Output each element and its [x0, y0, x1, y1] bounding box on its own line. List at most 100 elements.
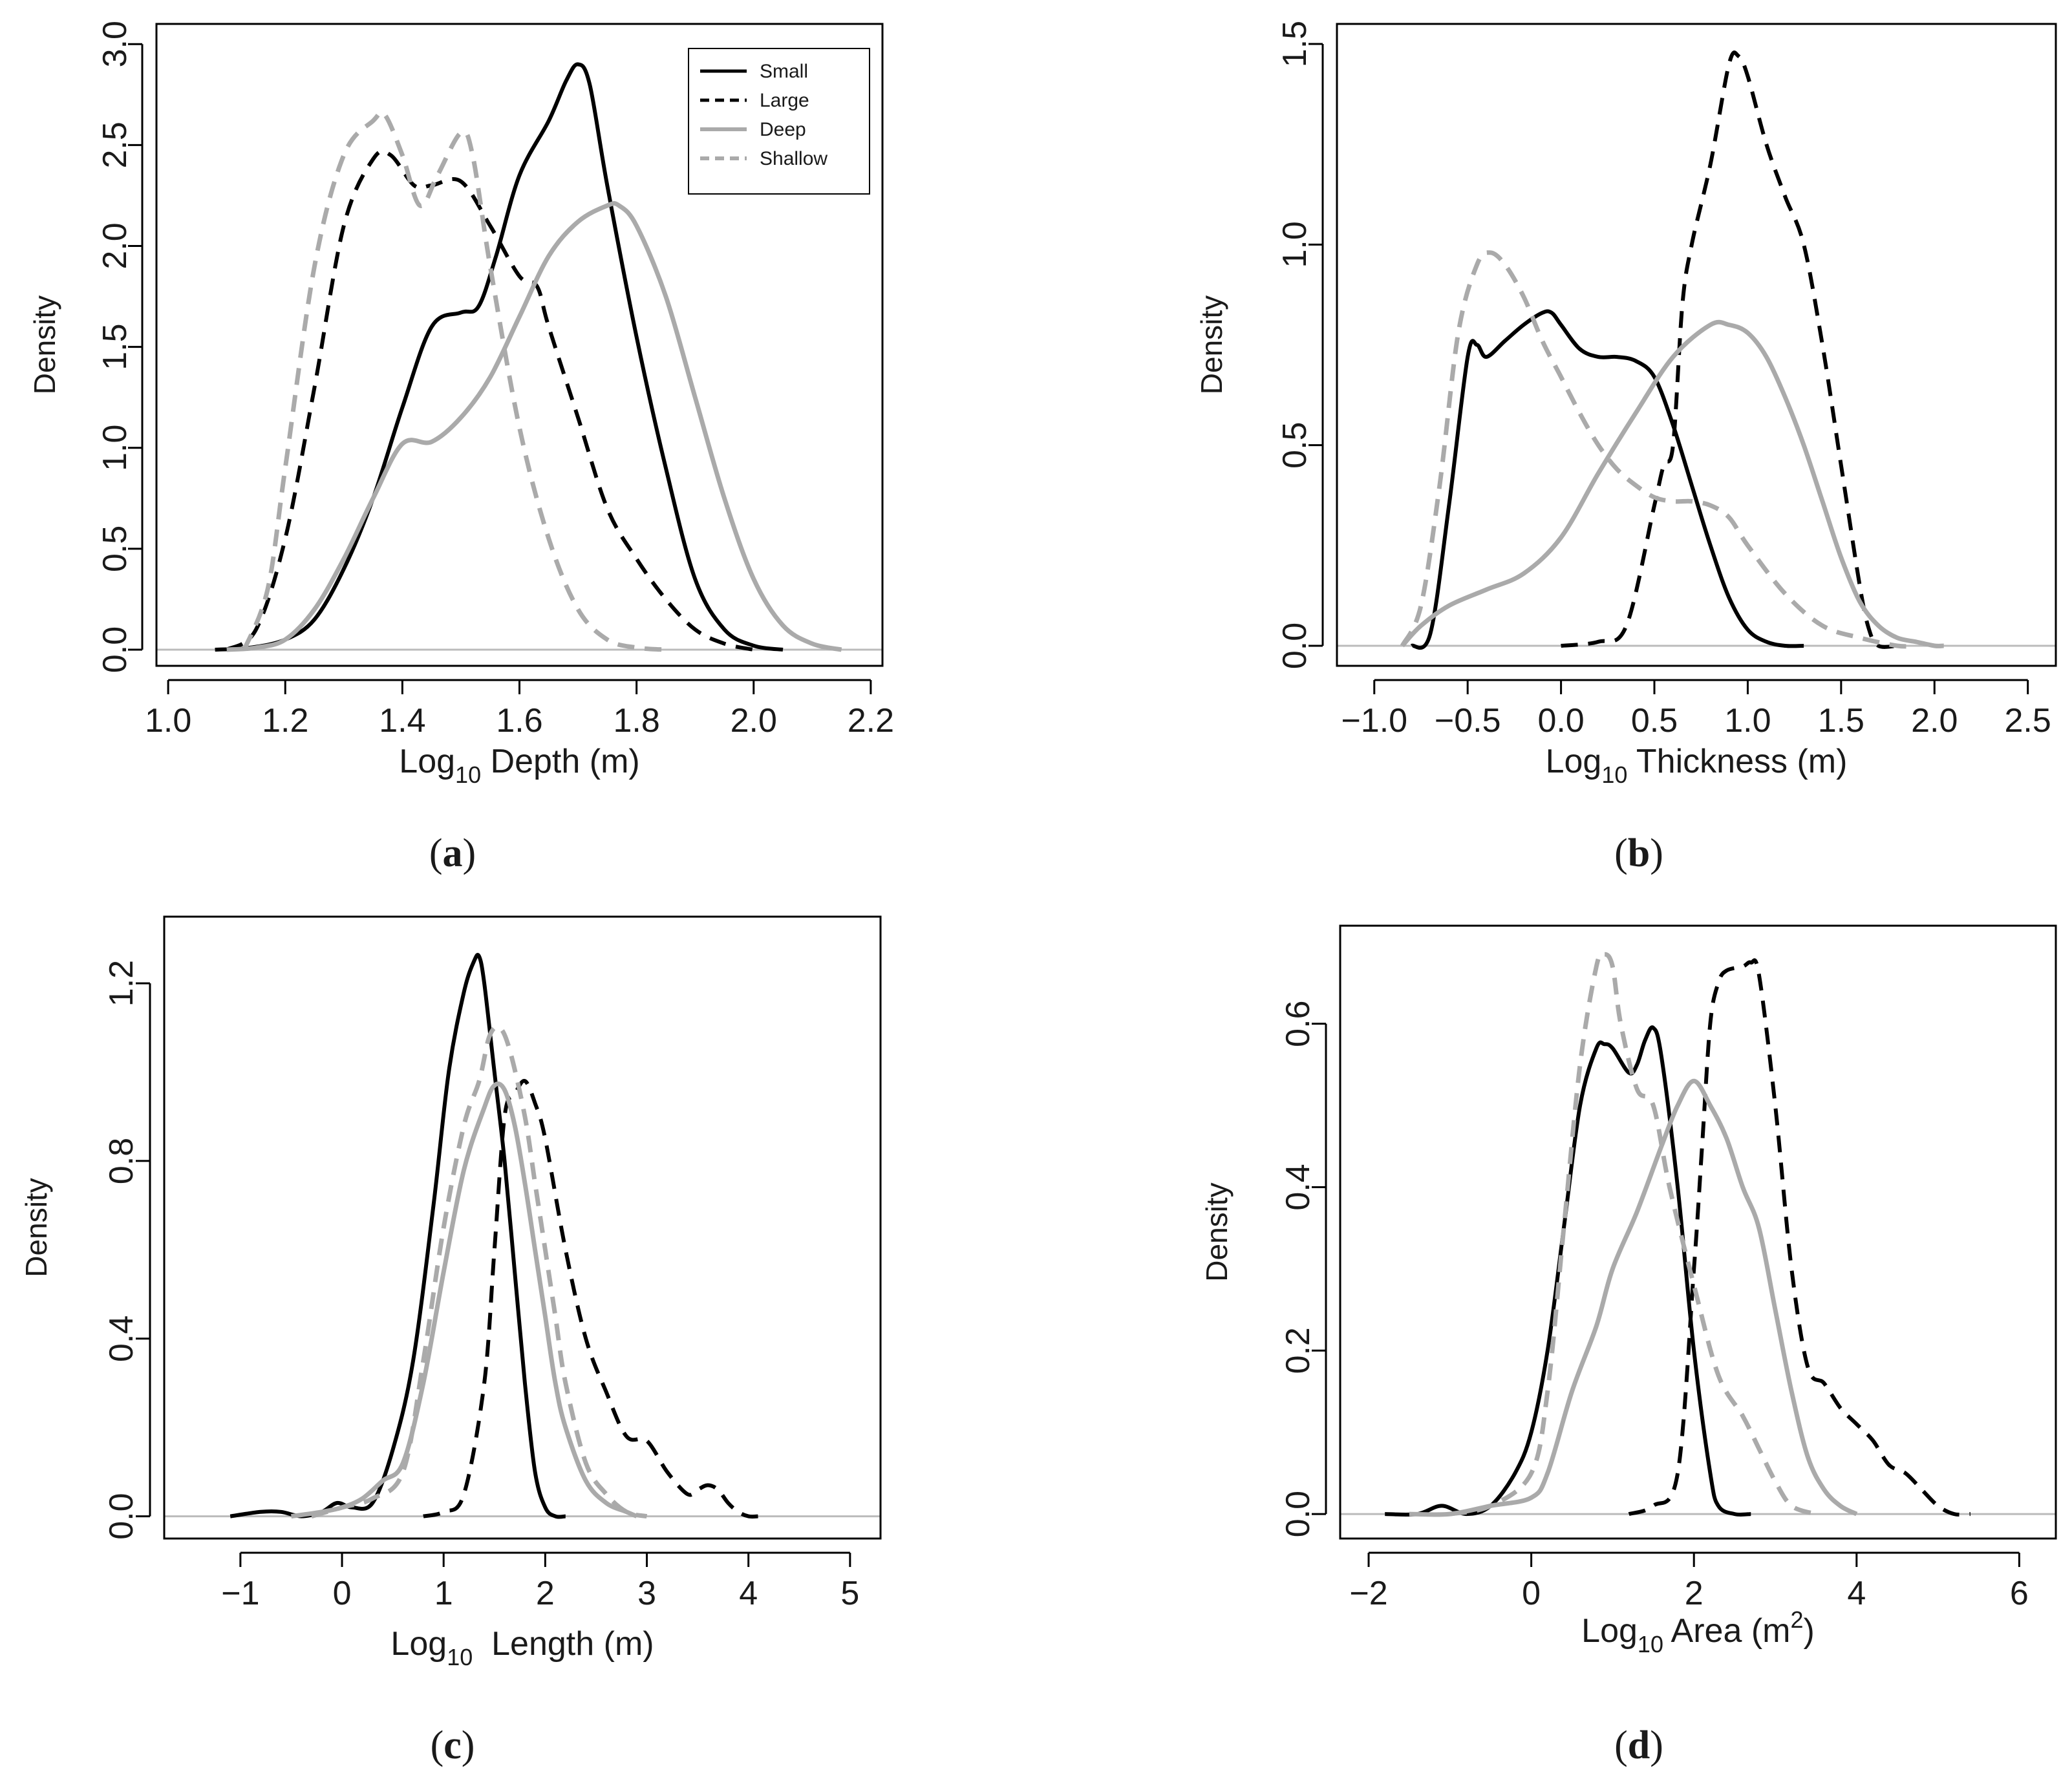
y-tick-label: 0.8: [103, 1138, 140, 1184]
series-line-shallow: [242, 110, 667, 652]
x-tick-label: 2.2: [848, 702, 894, 740]
x-tick-label: 1.6: [496, 702, 542, 740]
x-tick-label: 1.8: [613, 702, 659, 740]
y-tick-label: 1.5: [1276, 21, 1314, 67]
series-line-shallow: [1400, 250, 1916, 649]
x-axis-label-superscript: 2: [1790, 1606, 1803, 1633]
x-axis-label-subscript: 10: [455, 762, 481, 788]
x-axis-label-text: Area (m: [1663, 1612, 1791, 1650]
series-line-large: [423, 1079, 759, 1519]
y-tick-label: 0.4: [1279, 1164, 1317, 1210]
legend: Small Large Deep Shallow: [688, 48, 870, 195]
y-tick-label: 0.2: [1279, 1327, 1317, 1374]
panel-label-letter: d: [1628, 1723, 1650, 1767]
y-tick-label: 0.0: [1279, 1491, 1317, 1537]
x-axis-label-prefix: Log: [1581, 1612, 1638, 1650]
x-axis-label-subscript: 10: [1638, 1631, 1663, 1657]
legend-label-shallow: Shallow: [760, 148, 828, 169]
plot-frame: [155, 23, 884, 667]
x-tick-label: 1.4: [379, 702, 425, 740]
legend-label-large: Large: [760, 90, 809, 111]
series-line-large: [225, 149, 754, 652]
panel-label-d: (d): [1614, 1723, 1663, 1767]
x-axis-label-end: ): [1804, 1612, 1815, 1650]
x-tick-label: 2: [536, 1575, 555, 1612]
x-tick-label: 0.5: [1631, 702, 1678, 740]
series-line-large: [1561, 50, 1897, 649]
x-tick-label: 2.5: [2005, 702, 2051, 740]
x-axis-label-prefix: Log: [399, 743, 455, 780]
x-tick-label: 4: [1847, 1575, 1866, 1612]
series-line-large: [1628, 958, 1971, 1517]
x-tick-label: −1.0: [1341, 702, 1407, 740]
series-line-small: [1410, 309, 1804, 650]
x-tick-label: 0: [333, 1575, 352, 1612]
x-axis-label-prefix: Log: [390, 1625, 447, 1663]
y-axis-label: Density: [28, 295, 61, 394]
x-tick-label: −1: [221, 1575, 259, 1612]
series-line-deep: [291, 1081, 638, 1519]
x-tick-label: −2: [1349, 1575, 1387, 1612]
x-tick-label: 1.5: [1818, 702, 1864, 740]
x-axis-label-text: Length (m): [473, 1625, 654, 1663]
y-tick-label: 1.2: [103, 960, 140, 1007]
y-axis-label: Density: [19, 1178, 53, 1277]
y-tick-label: 3.0: [96, 21, 134, 67]
chart-panel-c: −1 0 1 2 3 4 5 0.0 0.4 0.8 1.2 Density Log10 Length …: [19, 915, 882, 1767]
panel-label-close: ): [1650, 831, 1663, 875]
series-line-deep: [226, 201, 842, 652]
panel-label-open: (: [431, 1723, 444, 1767]
y-tick-label: 0.5: [96, 526, 134, 572]
y-tick-label: 1.5: [96, 323, 134, 370]
x-tick-label: 1.0: [145, 702, 191, 740]
x-axis-label-subscript: 10: [447, 1644, 473, 1670]
y-tick-label: 0.0: [1276, 623, 1314, 669]
x-axis-label: Log10 Area (m2): [1581, 1606, 1815, 1657]
y-tick-label: 0.4: [103, 1316, 140, 1362]
series-line-shallow: [310, 1025, 648, 1519]
panel-label-close: ): [463, 831, 476, 875]
y-tick-label: 2.0: [96, 222, 134, 269]
series-line-deep: [1409, 1078, 1858, 1517]
panel-label-open: (: [1614, 1723, 1628, 1767]
series-line-small: [230, 953, 566, 1519]
x-tick-label: 1.0: [1724, 702, 1771, 740]
panel-label-c: (c): [431, 1723, 475, 1767]
x-tick-label: 6: [2010, 1575, 2029, 1612]
panel-label-open: (: [429, 831, 443, 875]
y-axis-label: Density: [1195, 295, 1228, 394]
x-tick-label: 2.0: [731, 702, 777, 740]
x-tick-label: 0.0: [1537, 702, 1584, 740]
panel-label-a: (a): [429, 831, 476, 875]
x-axis-label-text: Depth (m): [481, 743, 640, 780]
panel-label-close: ): [1650, 1723, 1663, 1767]
x-axis-label: Log10 Length (m): [390, 1625, 654, 1670]
x-tick-label: 3: [637, 1575, 656, 1612]
panel-label-letter: b: [1628, 831, 1650, 875]
y-tick-label: 0.0: [103, 1493, 140, 1539]
x-tick-label: 0: [1522, 1575, 1541, 1612]
panel-label-b: (b): [1614, 831, 1663, 875]
x-tick-label: 1: [434, 1575, 453, 1612]
panel-label-letter: c: [443, 1723, 462, 1767]
chart-panel-b: −1.0 −0.5 0.0 0.5 1.0 1.5 2.0 2.5 0.0 0.5 1.0 1.5 De…: [1195, 21, 2057, 875]
y-axis-label: Density: [1200, 1182, 1234, 1281]
y-tick-label: 2.5: [96, 122, 134, 168]
x-tick-label: 2: [1685, 1575, 1704, 1612]
x-axis-label: Log10 Depth (m): [399, 743, 639, 788]
plot-frame: [163, 915, 882, 1540]
legend-label-deep: Deep: [760, 119, 806, 140]
panel-label-letter: a: [443, 831, 463, 875]
x-axis-label-prefix: Log: [1546, 743, 1602, 780]
x-tick-label: 5: [840, 1575, 859, 1612]
x-tick-label: 1.2: [262, 702, 308, 740]
x-tick-label: 4: [739, 1575, 758, 1612]
plot-frame: [1336, 23, 2057, 667]
y-tick-label: 0.6: [1279, 1001, 1317, 1047]
series-line-small: [215, 62, 784, 652]
y-tick-label: 1.0: [96, 425, 134, 471]
x-tick-label: 2.0: [1911, 702, 1958, 740]
y-tick-label: 0.5: [1276, 422, 1314, 469]
x-axis-label-subscript: 10: [1601, 762, 1627, 788]
